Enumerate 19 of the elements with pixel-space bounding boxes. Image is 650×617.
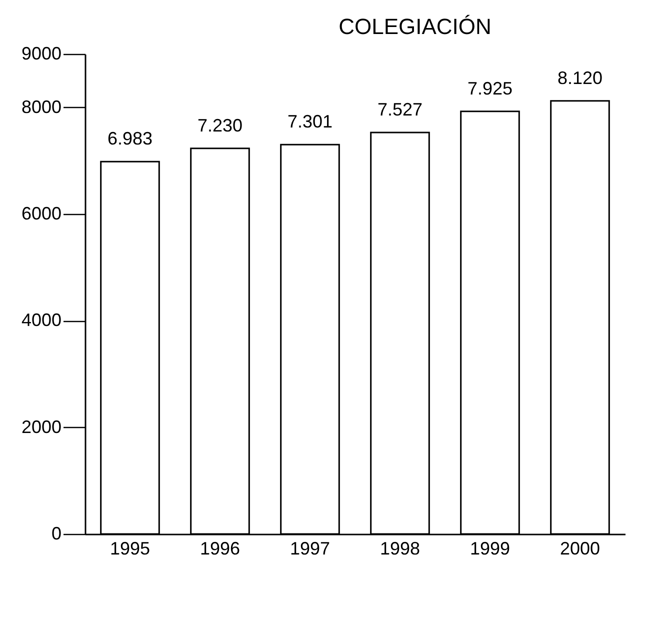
data-label: 7.230 [197, 115, 243, 136]
x-tick-label: 1997 [290, 538, 330, 558]
x-tick-label: 1998 [380, 538, 420, 558]
chart-title: COLEGIACIÓN [338, 14, 492, 39]
x-tick-label: 1995 [110, 538, 150, 558]
x-tick-label: 1996 [200, 538, 240, 558]
y-tick-label: 2000 [21, 416, 62, 437]
x-tick-label: 1999 [470, 538, 510, 558]
y-tick-label: 4000 [21, 310, 62, 330]
y-tick-label: 0 [51, 524, 62, 544]
y-tick-label: 8000 [21, 96, 62, 117]
x-tick-label: 2000 [560, 538, 600, 558]
data-label: 7.301 [287, 112, 333, 132]
data-label: 7.527 [377, 100, 423, 120]
y-tick-label: 9000 [21, 44, 62, 64]
data-label: 6.983 [107, 128, 153, 149]
y-tick-label: 6000 [21, 204, 62, 224]
data-label: 8.120 [557, 68, 603, 88]
data-label: 7.925 [467, 78, 513, 98]
